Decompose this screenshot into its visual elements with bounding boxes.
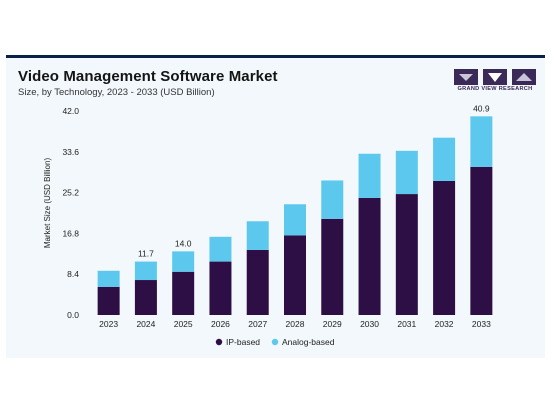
x-tick-label: 2031 [397,319,416,329]
bar-ip-based-2028 [284,235,306,315]
x-tick-label: 2032 [435,319,454,329]
bar-analog-based-2028 [284,204,306,236]
x-tick-label: 2028 [286,319,305,329]
y-tick-label: 42.0 [62,106,79,116]
chart-subtitle: Size, by Technology, 2023 - 2033 (USD Bi… [18,87,215,98]
chart-title: Video Management Software Market [18,68,278,85]
x-tick-label: 2025 [174,319,193,329]
legend-label-analog-based: Analog-based [282,337,335,347]
x-tick-label: 2030 [360,319,379,329]
y-tick-label: 25.2 [62,188,79,198]
bar-analog-based-2032 [433,137,456,181]
data-label-2033: 40.9 [473,103,490,113]
bar-analog-based-2027 [246,221,269,250]
logo-text: GRAND VIEW RESEARCH [457,86,533,92]
x-tick-label: 2029 [323,319,342,329]
bar-ip-based-2033 [470,166,493,315]
bar-ip-based-2025 [172,271,195,315]
x-axis-ticks: 2023 2024 2025 2026 2027 2028 2029 2030 2031 2032… [99,319,491,329]
data-labels: 11.7 14.0 40.9 [138,103,490,258]
y-tick-label: 16.8 [62,228,79,238]
y-tick-label: 0.0 [67,310,79,320]
bar-ip-based-2030 [358,197,381,315]
bar-analog-based-2033 [470,116,493,167]
legend-label-ip-based: IP-based [226,337,260,347]
y-tick-label: 8.4 [67,269,79,279]
y-tick-label: 33.6 [62,147,79,157]
bar-ip-based-2024 [134,280,157,315]
bar-ip-based-2026 [209,261,232,315]
grand-view-research-logo: GRAND VIEW RESEARCH [454,69,536,92]
legend: IP-based Analog-based [215,337,335,347]
legend-marker-ip-based [215,338,223,346]
bars [97,116,493,315]
y-axis-title: Market Size (USD Billion) [43,158,52,249]
bar-analog-based-2031 [395,150,418,195]
x-tick-label: 2023 [99,319,118,329]
x-tick-label: 2024 [136,319,155,329]
bar-ip-based-2032 [433,180,456,315]
bar-analog-based-2023 [97,270,120,287]
x-tick-label: 2026 [211,319,230,329]
data-label-2024: 11.7 [138,249,154,259]
bar-analog-based-2024 [134,261,157,281]
bar-ip-based-2029 [321,218,344,315]
x-tick-label: 2033 [472,319,491,329]
bar-ip-based-2031 [395,194,418,315]
chart-card: Video Management Software Market Size, b… [6,55,545,358]
bar-analog-based-2029 [321,180,344,219]
bar-analog-based-2030 [358,153,381,198]
data-label-2025: 14.0 [175,238,192,248]
legend-marker-analog-based [271,338,279,346]
bar-ip-based-2023 [97,286,120,315]
bar-ip-based-2027 [246,249,269,315]
y-axis-ticks: 0.0 8.4 16.8 25.2 33.6 42.0 [62,106,79,320]
x-tick-label: 2027 [248,319,267,329]
bar-analog-based-2026 [209,236,232,262]
bar-analog-based-2025 [172,251,195,272]
logo-mark-icon [454,69,536,85]
